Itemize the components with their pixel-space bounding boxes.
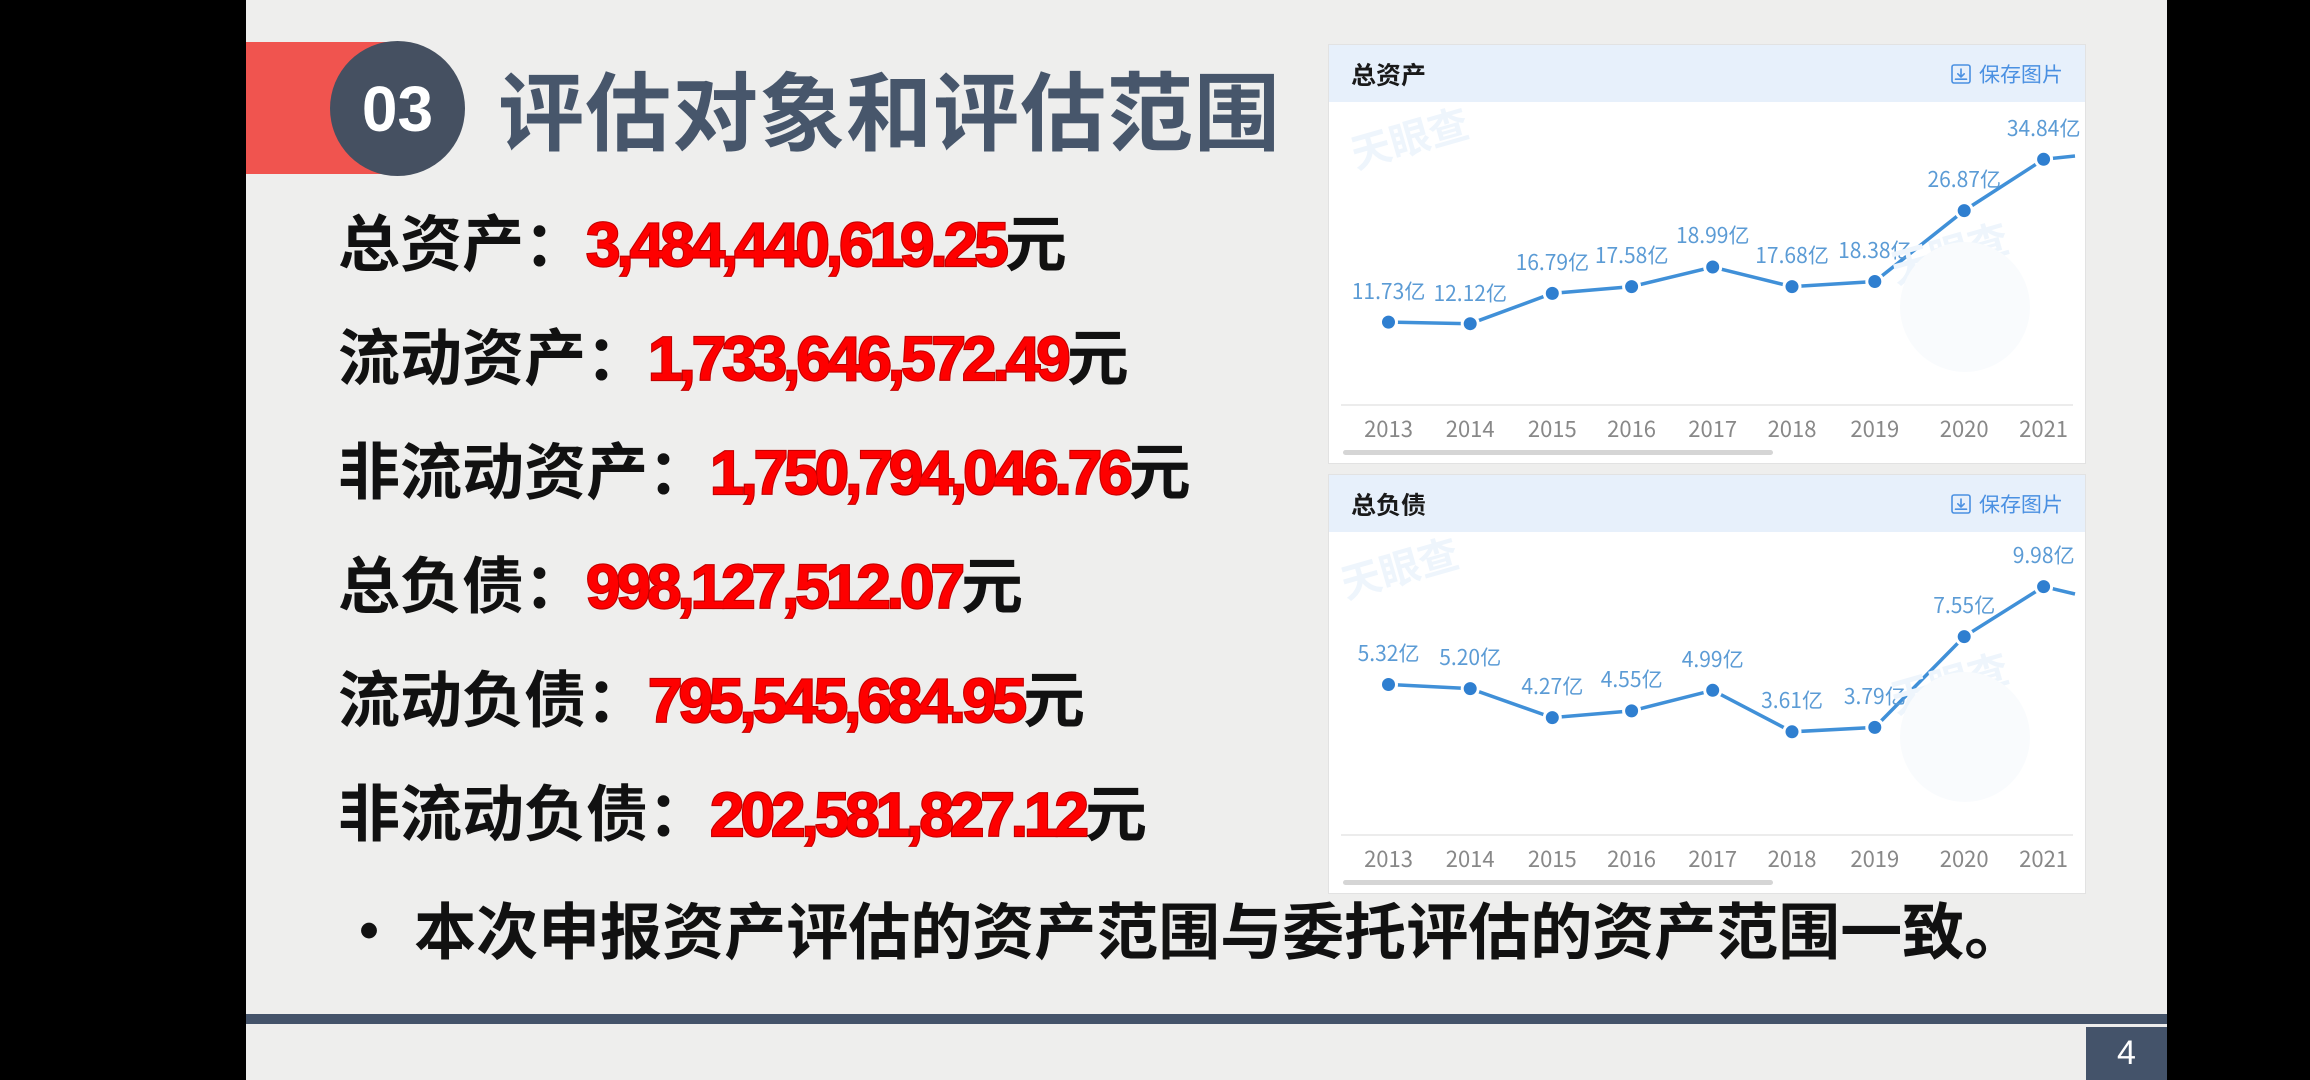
svg-text:3.61亿: 3.61亿	[1761, 685, 1823, 715]
svg-text:2016: 2016	[1607, 412, 1656, 444]
svg-text:2013: 2013	[1364, 842, 1413, 874]
svg-text:9.98亿: 9.98亿	[2013, 540, 2075, 570]
svg-text:2015: 2015	[1528, 412, 1577, 444]
svg-text:2017: 2017	[1688, 412, 1737, 444]
svg-text:2019: 2019	[1850, 842, 1899, 874]
svg-text:2013: 2013	[1364, 412, 1413, 444]
svg-text:2018: 2018	[1768, 412, 1817, 444]
svg-text:2018: 2018	[1768, 842, 1817, 874]
svg-text:17.68亿: 17.68亿	[1755, 240, 1828, 270]
svg-text:7.55亿: 7.55亿	[1933, 590, 1995, 620]
svg-text:2019: 2019	[1850, 412, 1899, 444]
svg-text:2020: 2020	[1940, 842, 1989, 874]
svg-text:2015: 2015	[1528, 842, 1577, 874]
svg-text:4.55亿: 4.55亿	[1601, 664, 1663, 694]
svg-text:18.99亿: 18.99亿	[1676, 220, 1749, 250]
svg-text:16.79亿: 16.79亿	[1516, 247, 1589, 277]
svg-text:34.84亿: 34.84亿	[2007, 113, 2080, 143]
svg-text:2021: 2021	[2019, 842, 2068, 874]
svg-text:17.58亿: 17.58亿	[1595, 240, 1668, 270]
svg-text:2014: 2014	[1446, 412, 1495, 444]
svg-text:2021: 2021	[2019, 412, 2068, 444]
svg-text:2014: 2014	[1446, 842, 1495, 874]
svg-text:2017: 2017	[1688, 842, 1737, 874]
svg-text:11.73亿: 11.73亿	[1352, 276, 1425, 306]
svg-text:5.32亿: 5.32亿	[1358, 638, 1420, 668]
svg-text:2016: 2016	[1607, 842, 1656, 874]
svg-text:12.12亿: 12.12亿	[1433, 278, 1506, 308]
svg-text:4.99亿: 4.99亿	[1682, 644, 1744, 674]
svg-text:26.87亿: 26.87亿	[1927, 164, 2000, 194]
svg-text:4.27亿: 4.27亿	[1521, 671, 1583, 701]
svg-text:5.20亿: 5.20亿	[1439, 642, 1501, 672]
svg-text:2020: 2020	[1940, 412, 1989, 444]
